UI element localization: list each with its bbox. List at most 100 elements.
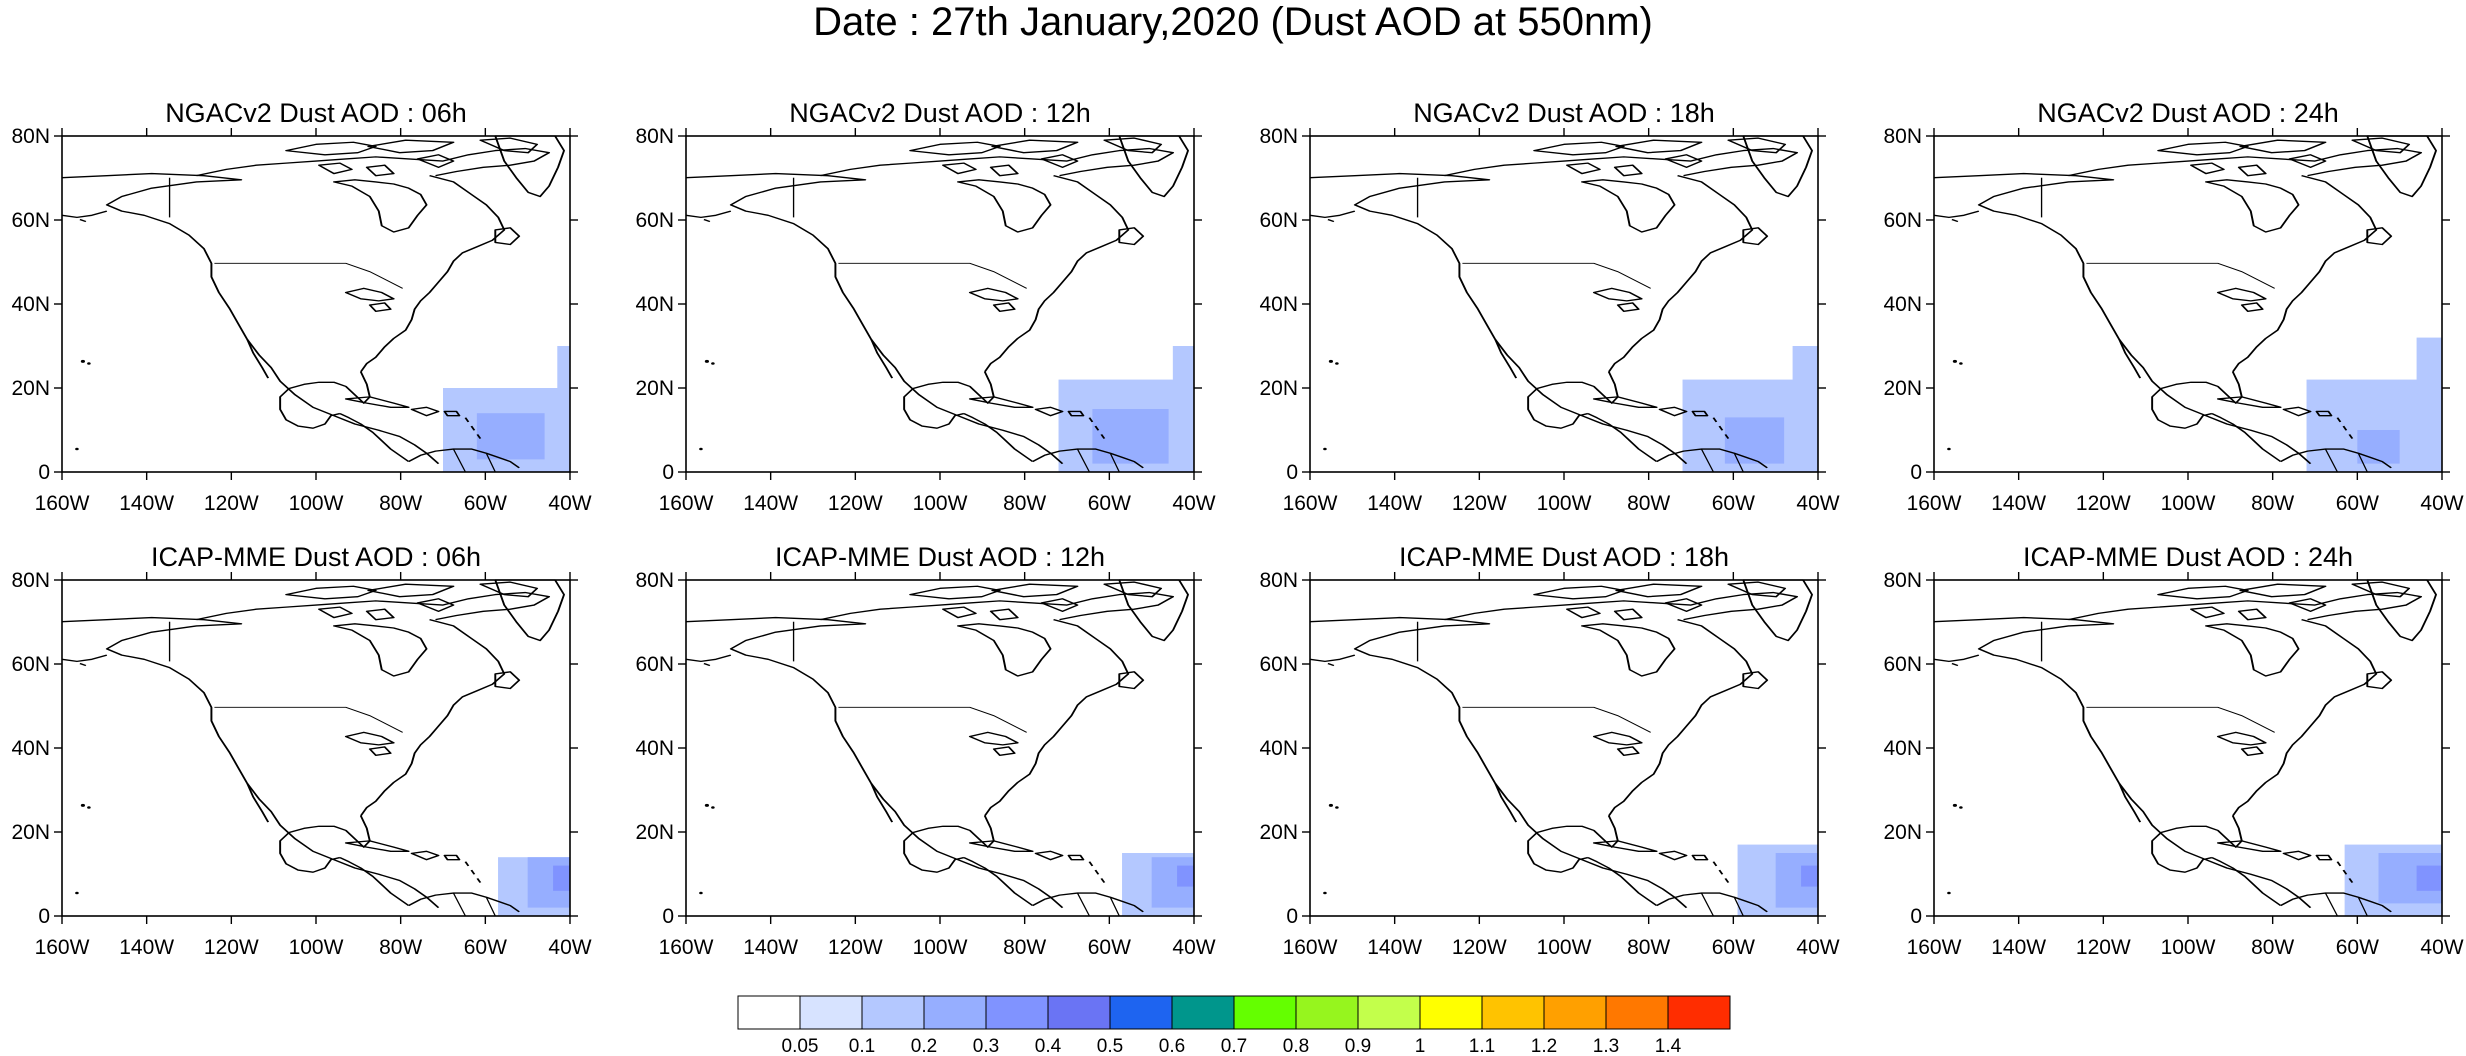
lon-tick-label: 120W [204, 936, 259, 959]
lat-tick-label: 0 [662, 461, 674, 484]
lon-tick-label: 140W [1991, 936, 2046, 959]
map-panel: NGACv2 Dust AOD : 18h 80N 60N 40N 20N 0 160W 14… [1259, 98, 1839, 515]
panel-title: NGACv2 Dust AOD : 12h [789, 98, 1091, 128]
colorbar-label: 0.7 [1221, 1036, 1247, 1056]
map-panel: ICAP-MME Dust AOD : 06h 80N 60N 40N 20N 0 160W… [11, 542, 591, 959]
lon-tick-label: 60W [464, 936, 507, 959]
lon-tick-label: 80W [1627, 492, 1670, 515]
lat-tick-label: 80N [11, 125, 50, 148]
dust-aod-region [476, 413, 545, 460]
colorbar-swatch [1233, 995, 1297, 1030]
lat-tick-label: 0 [1910, 905, 1922, 928]
colorbar-swatch [923, 995, 987, 1030]
figure-title: Date : 27th January,2020 (Dust AOD at 55… [813, 0, 1653, 44]
lon-tick-label: 120W [2076, 936, 2131, 959]
lon-tick-label: 40W [2420, 936, 2463, 959]
lon-tick-label: 80W [1003, 936, 1046, 959]
map-panel: ICAP-MME Dust AOD : 24h 80N 60N 40N 20N 0 160W… [1883, 542, 2463, 959]
lat-tick-label: 0 [38, 905, 50, 928]
lon-tick-label: 60W [464, 492, 507, 515]
colorbar-swatch [1109, 995, 1173, 1030]
lon-tick-label: 60W [1712, 492, 1755, 515]
colorbar-swatch [1481, 995, 1545, 1030]
map-panel: ICAP-MME Dust AOD : 18h 80N 60N 40N 20N 0 160W… [1259, 542, 1839, 959]
lat-tick-label: 60N [11, 209, 50, 232]
lat-tick-label: 0 [1286, 905, 1298, 928]
map-panel: NGACv2 Dust AOD : 24h 80N 60N 40N 20N 0 160W 14… [1883, 98, 2463, 515]
colorbar-label: 0.4 [1035, 1036, 1062, 1056]
lat-tick-label: 40N [635, 737, 674, 760]
colorbar-swatch [1171, 995, 1235, 1030]
colorbar-swatch [1543, 995, 1607, 1030]
lon-tick-label: 160W [1907, 492, 1962, 515]
lon-tick-label: 140W [1367, 936, 1422, 959]
lat-tick-label: 20N [11, 377, 50, 400]
lon-tick-label: 160W [659, 492, 714, 515]
lon-tick-label: 40W [1796, 492, 1839, 515]
lon-tick-label: 60W [2336, 936, 2379, 959]
lat-tick-label: 40N [635, 293, 674, 316]
colorbar-label: 1.2 [1531, 1036, 1557, 1056]
lon-tick-label: 140W [743, 936, 798, 959]
lon-tick-label: 140W [743, 492, 798, 515]
lat-tick-label: 60N [1883, 653, 1922, 676]
lon-tick-label: 80W [1003, 492, 1046, 515]
lat-tick-label: 0 [38, 461, 50, 484]
panels-layer: NGACv2 Dust AOD : 06h 80N 60N 40N 20N 0 160W 14… [11, 98, 2463, 959]
panel-title: NGACv2 Dust AOD : 18h [1413, 98, 1715, 128]
lat-tick-label: 80N [1259, 125, 1298, 148]
lon-tick-label: 40W [548, 492, 591, 515]
colorbar-swatch [799, 995, 863, 1030]
colorbar-swatch [1667, 995, 1731, 1030]
colorbar-layer: 0.05 0.1 0.2 0.3 0.4 0.5 0.6 0.7 0.8 0.9 1 1.1 1.2 1.… [737, 995, 1731, 1056]
lon-tick-label: 160W [35, 492, 90, 515]
lon-tick-label: 100W [1537, 936, 1592, 959]
dust-aod-region [1724, 417, 1785, 464]
lat-tick-label: 60N [635, 653, 674, 676]
colorbar-label: 0.9 [1345, 1036, 1371, 1056]
lat-tick-label: 20N [1259, 377, 1298, 400]
lon-tick-label: 120W [1452, 936, 1507, 959]
lat-tick-label: 40N [1259, 737, 1298, 760]
lat-tick-label: 40N [1259, 293, 1298, 316]
colorbar-label: 1.3 [1593, 1036, 1619, 1056]
lat-tick-label: 40N [11, 293, 50, 316]
lon-tick-label: 140W [1991, 492, 2046, 515]
dust-aod-region [1792, 346, 1818, 388]
map-panel: ICAP-MME Dust AOD : 12h 80N 60N 40N 20N 0 160W… [635, 542, 1215, 959]
lat-tick-label: 60N [1259, 209, 1298, 232]
lon-tick-label: 80W [2251, 492, 2294, 515]
lat-tick-label: 0 [662, 905, 674, 928]
lon-tick-label: 100W [2161, 936, 2216, 959]
lon-tick-label: 140W [1367, 492, 1422, 515]
lat-tick-label: 20N [635, 821, 674, 844]
lon-tick-label: 100W [913, 492, 968, 515]
lat-tick-label: 40N [1883, 737, 1922, 760]
dust-aod-region [2416, 865, 2442, 891]
lon-tick-label: 140W [119, 492, 174, 515]
lon-tick-label: 40W [1172, 492, 1215, 515]
dust-aod-region [1801, 865, 1818, 887]
colorbar-swatch [1605, 995, 1669, 1030]
lat-tick-label: 60N [1883, 209, 1922, 232]
colorbar-label: 0.2 [911, 1036, 937, 1056]
colorbar-swatch [861, 995, 925, 1030]
lon-tick-label: 160W [35, 936, 90, 959]
lon-tick-label: 40W [1796, 936, 1839, 959]
lat-tick-label: 20N [11, 821, 50, 844]
colorbar-swatch [737, 995, 801, 1030]
colorbar-swatch [1047, 995, 1111, 1030]
lon-tick-label: 120W [204, 492, 259, 515]
lon-tick-label: 80W [2251, 936, 2294, 959]
lon-tick-label: 100W [913, 936, 968, 959]
lon-tick-label: 40W [1172, 936, 1215, 959]
colorbar-label: 0.3 [973, 1036, 999, 1056]
panel-title: ICAP-MME Dust AOD : 12h [775, 542, 1105, 572]
lat-tick-label: 80N [635, 569, 674, 592]
dust-aod-region [1177, 865, 1194, 887]
dust-aod-region [553, 865, 570, 891]
lat-tick-label: 80N [1259, 569, 1298, 592]
colorbar-swatch [1295, 995, 1359, 1030]
lat-tick-label: 80N [1883, 125, 1922, 148]
